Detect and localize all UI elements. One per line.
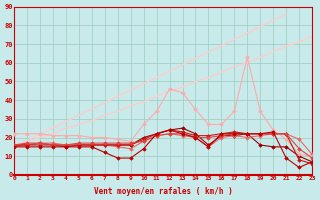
X-axis label: Vent moyen/en rafales ( km/h ): Vent moyen/en rafales ( km/h ) bbox=[94, 187, 232, 196]
